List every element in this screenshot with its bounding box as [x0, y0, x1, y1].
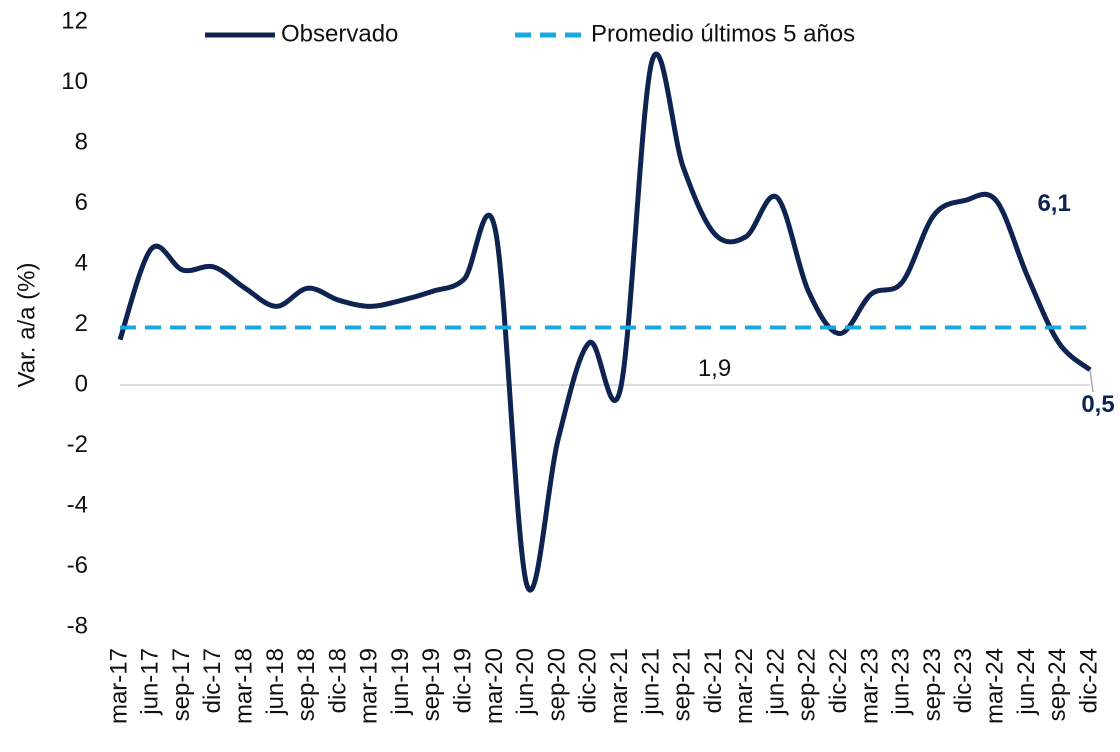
x-tick-label: jun-17: [137, 648, 164, 716]
x-tick-label: jun-18: [262, 648, 289, 716]
x-tick-label: mar-19: [356, 648, 383, 724]
y-tick-label: 10: [61, 68, 88, 95]
x-tick-label: dic-18: [324, 648, 351, 713]
y-tick-label: -4: [67, 491, 88, 518]
x-tick-label: dic-21: [700, 648, 727, 713]
value-label: 0,5: [1081, 391, 1114, 418]
y-tick-label: 6: [75, 189, 88, 216]
x-tick-label: mar-20: [481, 648, 508, 724]
y-tick-label: -6: [67, 552, 88, 579]
x-tick-label: sep-23: [919, 648, 946, 721]
x-tick-label: dic-20: [575, 648, 602, 713]
x-tick-label: jun-21: [637, 648, 664, 716]
y-tick-label: 12: [61, 7, 88, 34]
x-tick-label: jun-20: [512, 648, 539, 716]
x-tick-label: sep-17: [168, 648, 195, 721]
y-tick-label: 2: [75, 310, 88, 337]
leader-line: [1089, 369, 1094, 392]
x-tick-label: jun-24: [1013, 648, 1040, 716]
legend-label: Promedio últimos 5 años: [591, 20, 855, 47]
legend-label: Observado: [281, 20, 398, 47]
y-tick-label: 0: [75, 370, 88, 397]
x-tick-label: dic-24: [1075, 648, 1102, 713]
y-tick-label: -8: [67, 612, 88, 639]
x-tick-label: sep-19: [418, 648, 445, 721]
x-tick-label: sep-22: [794, 648, 821, 721]
x-tick-label: dic-19: [450, 648, 477, 713]
x-tick-label: mar-21: [606, 648, 633, 724]
y-tick-label: -2: [67, 431, 88, 458]
y-axis-title: Var. a/a (%): [13, 263, 40, 388]
x-tick-label: dic-17: [199, 648, 226, 713]
x-tick-label: jun-19: [387, 648, 414, 716]
y-tick-label: 4: [75, 249, 88, 276]
x-tick-label: dic-22: [825, 648, 852, 713]
x-tick-label: jun-23: [888, 648, 915, 716]
x-tick-label: sep-24: [1044, 648, 1071, 721]
y-tick-label: 8: [75, 128, 88, 155]
value-label: 1,9: [698, 355, 731, 382]
line: [117, 51, 1092, 593]
x-tick-label: sep-18: [293, 648, 320, 721]
x-tick-label: mar-17: [105, 648, 132, 724]
x-tick-label: mar-24: [981, 648, 1008, 724]
value-label: 6,1: [1037, 190, 1070, 217]
x-tick-label: mar-22: [731, 648, 758, 724]
x-tick-label: mar-23: [856, 648, 883, 724]
x-tick-label: mar-18: [231, 648, 258, 724]
x-tick-label: sep-21: [669, 648, 696, 721]
x-tick-label: jun-22: [762, 648, 789, 716]
x-tick-label: sep-20: [543, 648, 570, 721]
x-tick-label: dic-23: [950, 648, 977, 713]
